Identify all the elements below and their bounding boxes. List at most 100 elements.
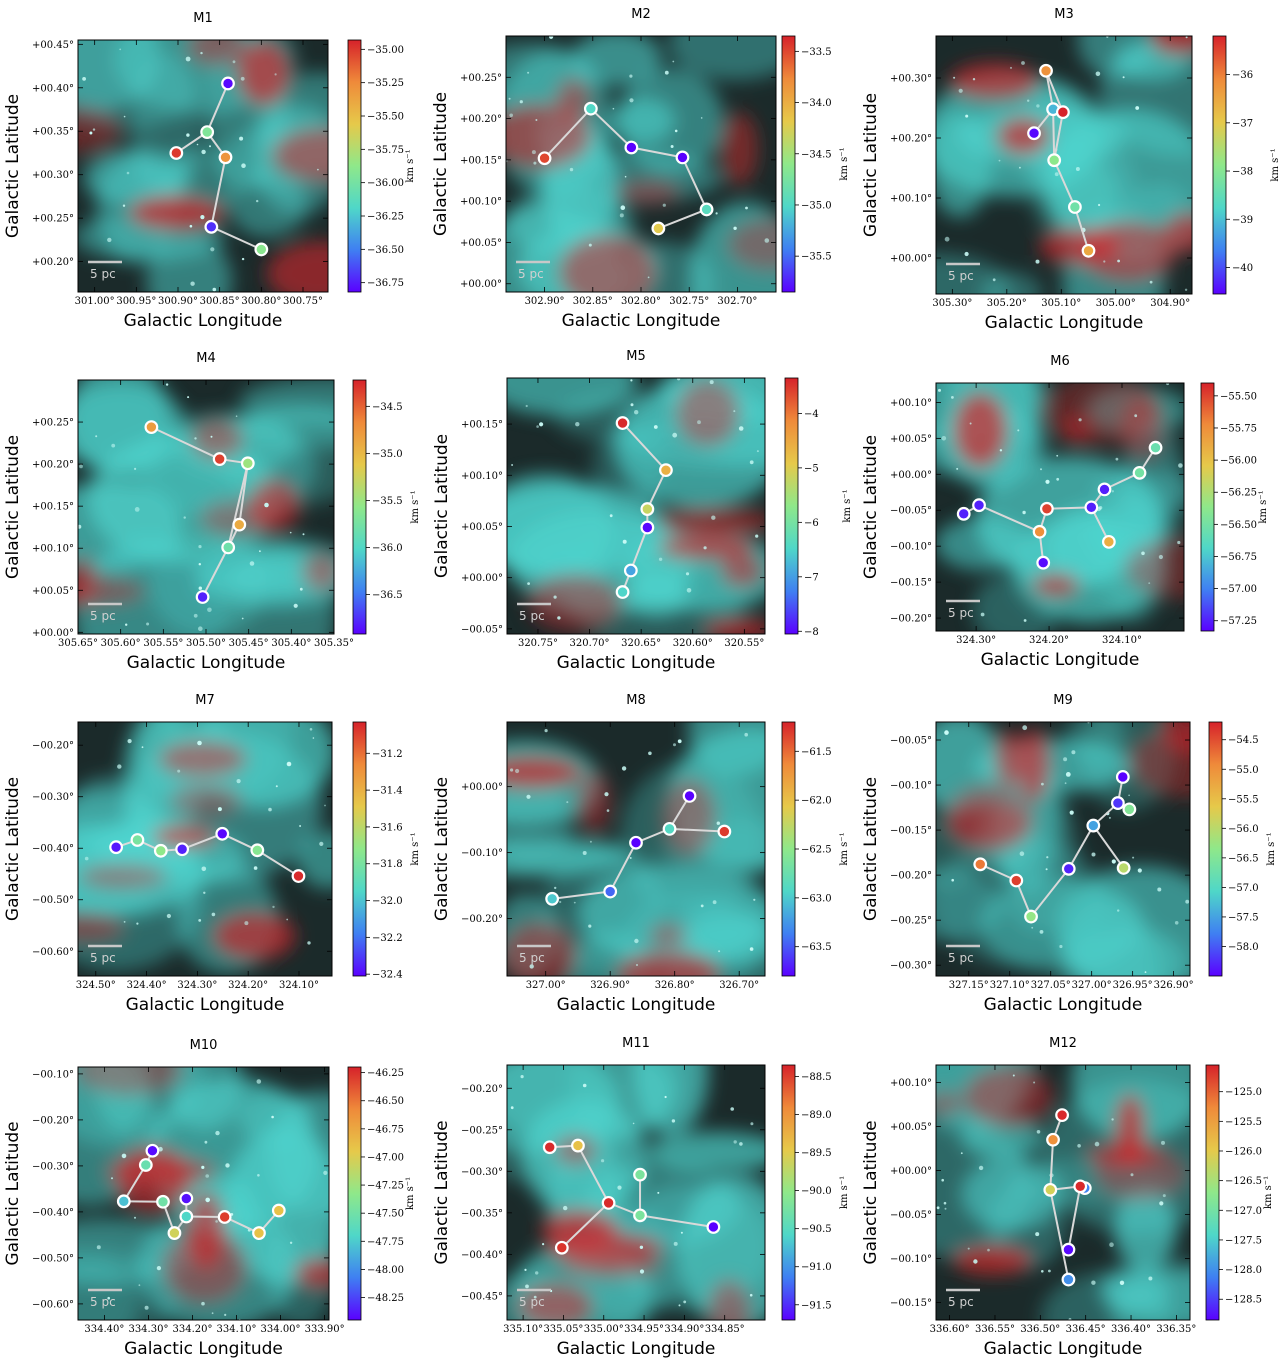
clump-marker[interactable] <box>640 520 655 535</box>
clump-marker[interactable] <box>252 1226 266 1240</box>
clump-marker[interactable] <box>633 1167 647 1182</box>
scale-bar-label: 5 pc <box>90 1295 116 1309</box>
clump-marker[interactable] <box>291 869 306 883</box>
clump-marker[interactable] <box>1081 243 1096 258</box>
colorbar-unit-label: km s⁻¹ <box>842 489 853 522</box>
clump-marker[interactable] <box>254 242 269 257</box>
clump-marker[interactable] <box>1061 861 1076 876</box>
clump-marker[interactable] <box>1036 555 1051 570</box>
star <box>317 168 319 171</box>
clump-marker[interactable] <box>195 590 210 604</box>
clump-marker[interactable] <box>200 125 215 140</box>
clump-marker[interactable] <box>640 502 655 516</box>
clump-marker[interactable] <box>215 826 230 841</box>
panel-title: M4 <box>196 351 216 366</box>
clump-marker[interactable] <box>1024 909 1038 924</box>
star <box>274 73 277 76</box>
colorbar-tick-label: −35.50 <box>367 112 404 123</box>
clump-marker[interactable] <box>629 835 643 850</box>
clump-marker[interactable] <box>179 1191 194 1206</box>
clump-marker[interactable] <box>221 540 236 555</box>
star <box>938 388 941 392</box>
clump-marker[interactable] <box>1122 802 1137 817</box>
y-axis-label: Galactic Latitude <box>3 1121 23 1265</box>
clump-marker[interactable] <box>1097 482 1112 497</box>
clump-marker[interactable] <box>204 219 219 234</box>
clump-marker[interactable] <box>624 140 639 155</box>
clump-marker[interactable] <box>240 456 255 471</box>
clump-marker[interactable] <box>1073 1179 1088 1194</box>
clump-marker[interactable] <box>1110 796 1125 810</box>
clump-marker[interactable] <box>1086 818 1101 833</box>
clump-marker[interactable] <box>1039 501 1054 516</box>
clump-marker[interactable] <box>217 1210 232 1224</box>
clump-marker[interactable] <box>651 221 666 236</box>
clump-marker[interactable] <box>1084 500 1099 515</box>
clump-marker[interactable] <box>156 1194 170 1209</box>
gas-cloud <box>507 378 638 417</box>
clump-marker[interactable] <box>537 151 552 166</box>
clump-marker[interactable] <box>1101 534 1116 549</box>
x-tick-label: 305.65° <box>58 638 98 649</box>
clump-marker[interactable] <box>699 202 714 217</box>
clump-marker[interactable] <box>1148 440 1163 455</box>
clump-marker[interactable] <box>603 884 618 899</box>
clump-marker[interactable] <box>973 857 988 872</box>
clump-marker[interactable] <box>682 788 697 803</box>
clump-marker[interactable] <box>623 563 638 578</box>
clump-marker[interactable] <box>662 821 677 836</box>
clump-marker[interactable] <box>1115 770 1130 784</box>
clump-marker[interactable] <box>615 585 630 599</box>
clump-marker[interactable] <box>554 1240 569 1255</box>
clump-marker[interactable] <box>542 1140 557 1155</box>
clump-marker[interactable] <box>1061 1242 1076 1257</box>
clump-marker[interactable] <box>271 1203 286 1218</box>
clump-marker[interactable] <box>1039 63 1053 78</box>
clump-marker[interactable] <box>144 420 159 434</box>
gas-cloud <box>130 52 202 204</box>
clump-marker[interactable] <box>109 840 123 855</box>
colorbar-tick-label: −32.0 <box>372 896 403 907</box>
clump-marker[interactable] <box>1027 126 1041 141</box>
clump-marker[interactable] <box>633 1208 647 1223</box>
clump-marker[interactable] <box>1116 861 1131 875</box>
clump-marker[interactable] <box>583 101 598 116</box>
clump-marker[interactable] <box>153 843 168 858</box>
star <box>703 546 707 550</box>
clump-marker[interactable] <box>601 1195 616 1210</box>
clump-marker[interactable] <box>659 463 673 478</box>
clump-marker[interactable] <box>1043 1182 1058 1197</box>
clump-marker[interactable] <box>232 517 247 532</box>
clump-marker[interactable] <box>956 506 971 521</box>
clump-marker[interactable] <box>175 842 190 857</box>
clump-marker[interactable] <box>145 1143 160 1158</box>
clump-marker[interactable] <box>167 1226 182 1240</box>
clump-marker[interactable] <box>1046 1132 1060 1147</box>
clump-marker[interactable] <box>212 452 227 466</box>
clump-marker[interactable] <box>179 1209 194 1224</box>
clump-marker[interactable] <box>138 1158 153 1172</box>
clump-marker[interactable] <box>1132 465 1147 480</box>
clump-marker[interactable] <box>250 843 265 858</box>
clump-marker[interactable] <box>1032 524 1047 539</box>
clump-marker[interactable] <box>169 146 184 160</box>
clump-marker[interactable] <box>1067 200 1082 214</box>
y-tick-label: −00.10° <box>890 1254 932 1265</box>
clump-marker[interactable] <box>545 891 560 906</box>
clump-marker[interactable] <box>1056 105 1070 120</box>
clump-marker[interactable] <box>706 1220 721 1234</box>
clump-marker[interactable] <box>972 498 986 513</box>
clump-marker[interactable] <box>717 824 732 839</box>
clump-marker[interactable] <box>571 1138 585 1153</box>
colorbar-tick-label: −48.00 <box>367 1265 404 1276</box>
clump-marker[interactable] <box>221 76 235 91</box>
clump-marker[interactable] <box>130 833 145 847</box>
clump-marker[interactable] <box>1061 1272 1076 1287</box>
clump-marker[interactable] <box>218 150 233 165</box>
clump-marker[interactable] <box>615 416 630 430</box>
clump-marker[interactable] <box>675 150 690 165</box>
clump-marker[interactable] <box>116 1194 131 1209</box>
clump-marker[interactable] <box>1055 1108 1069 1123</box>
clump-marker[interactable] <box>1009 873 1024 888</box>
clump-marker[interactable] <box>1047 153 1062 168</box>
